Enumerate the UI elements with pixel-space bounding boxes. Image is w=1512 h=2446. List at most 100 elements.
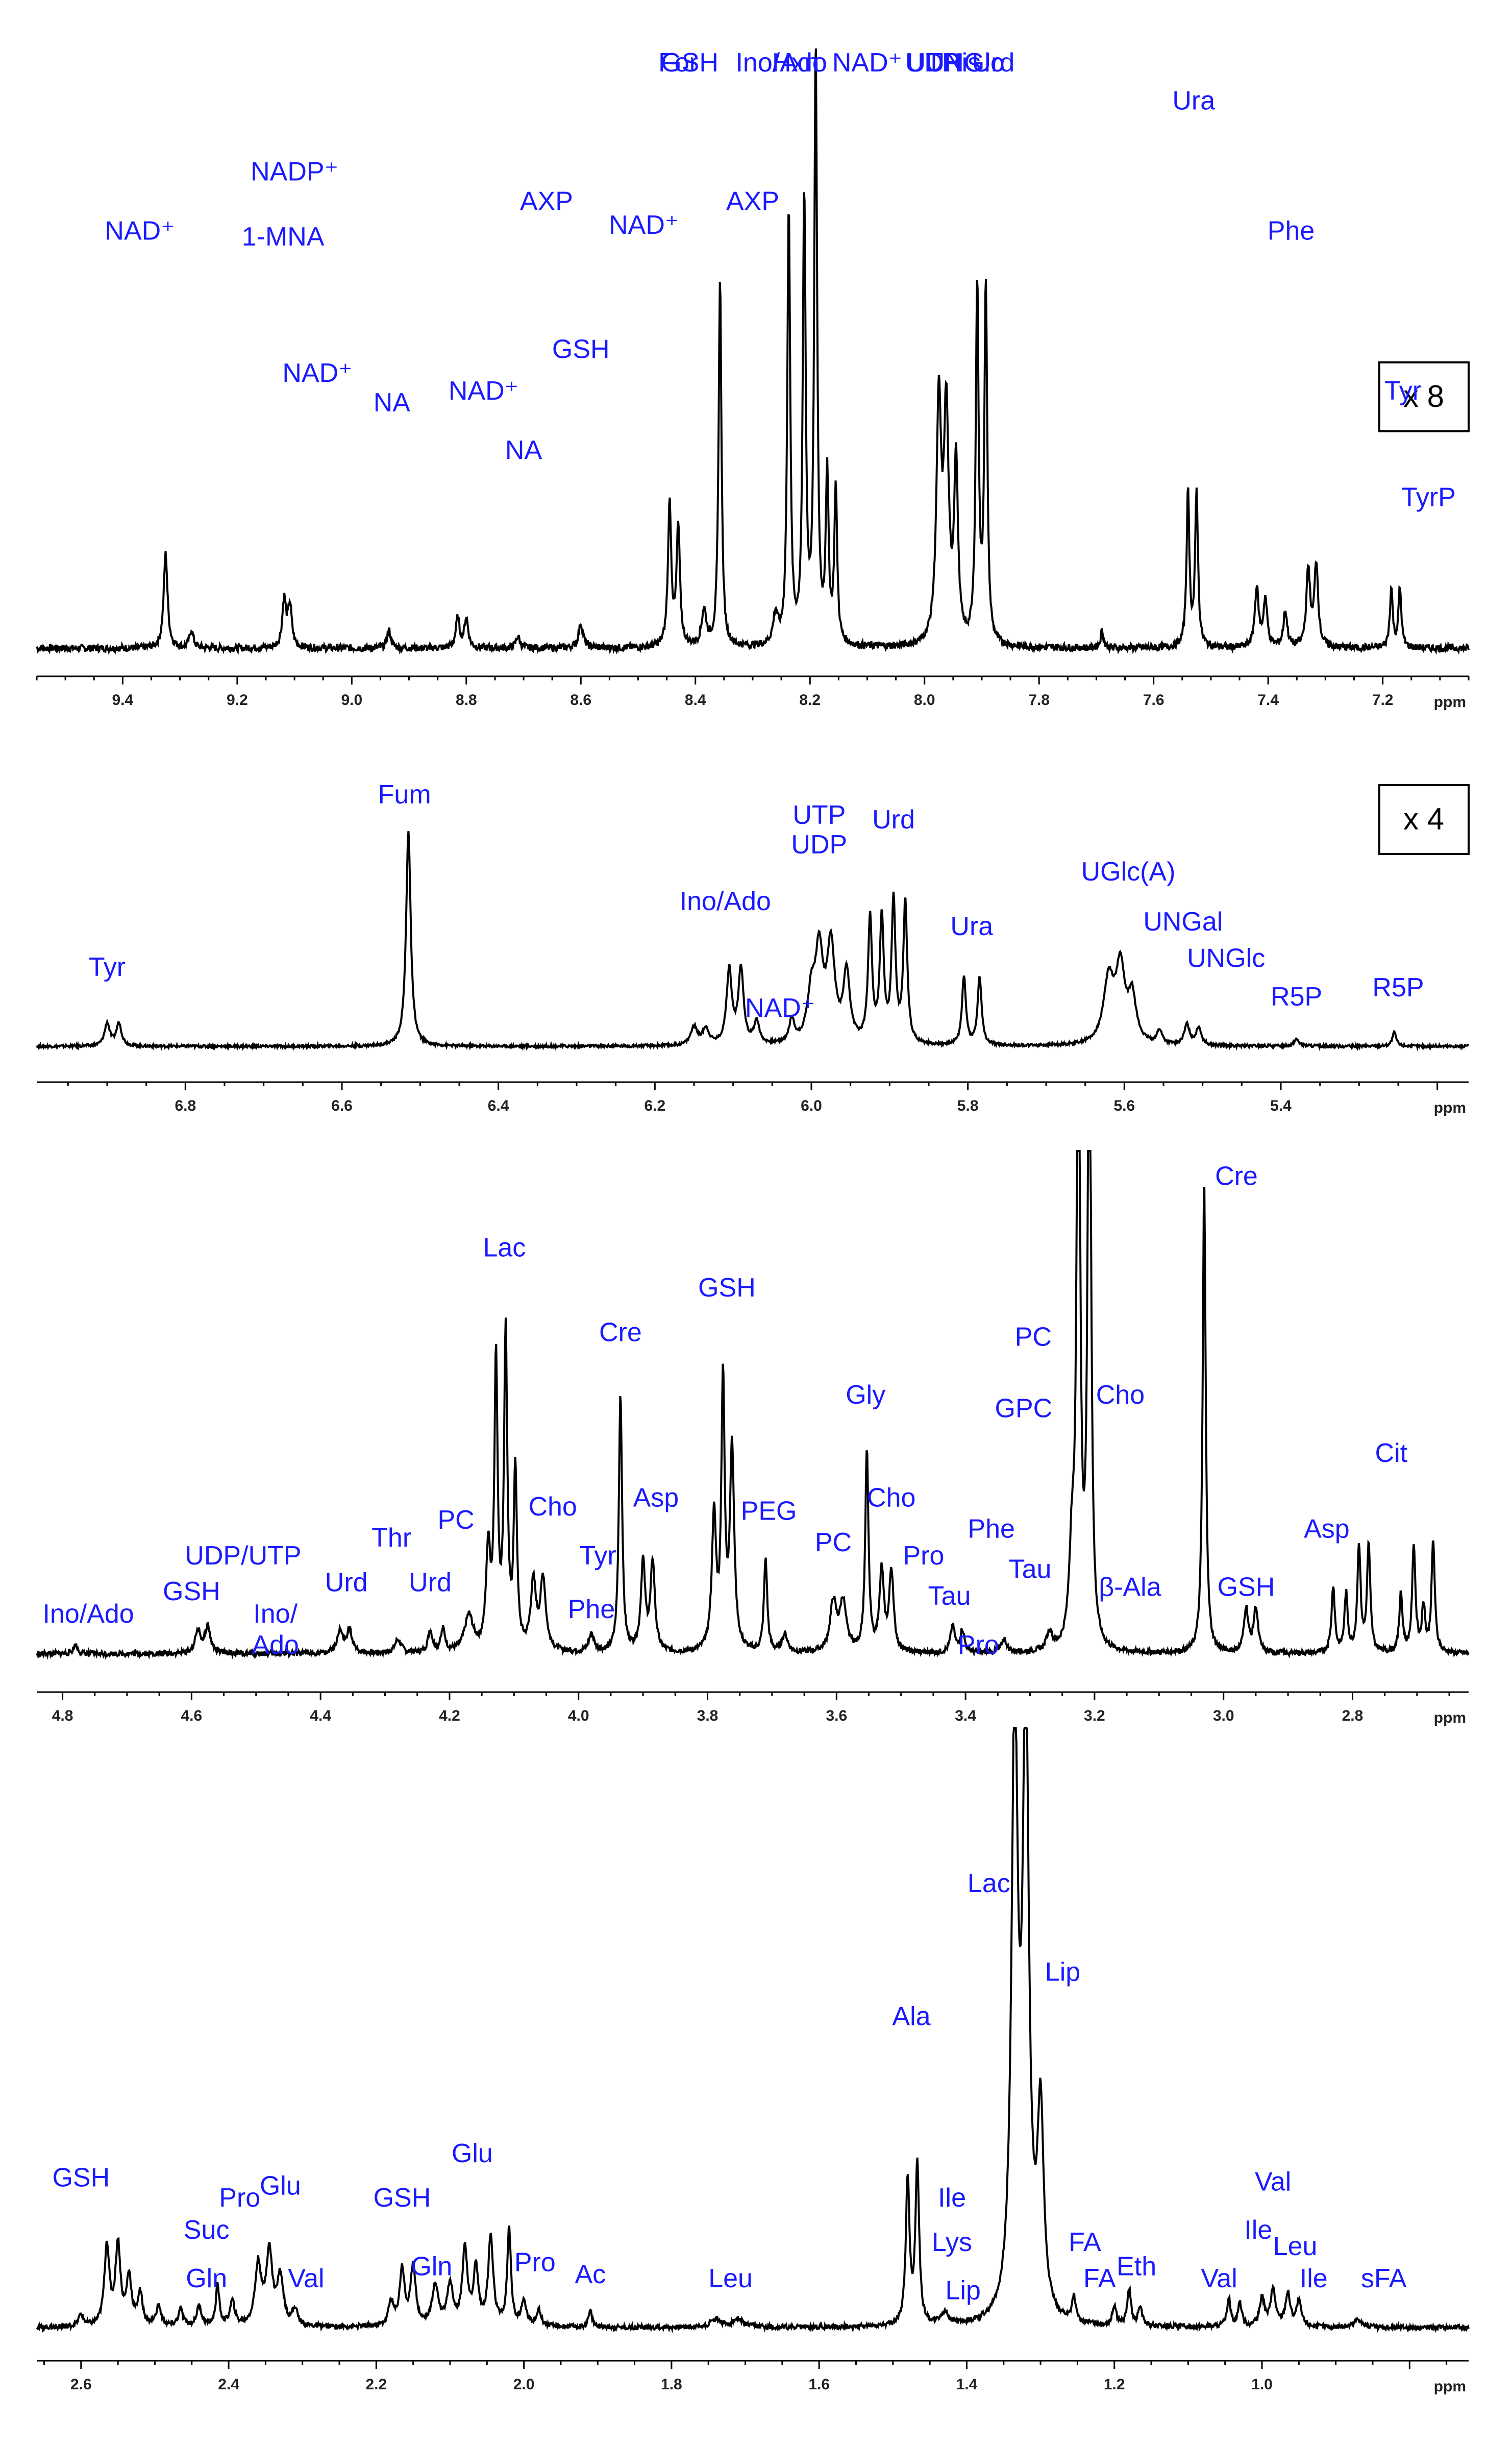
tick-label: 9.2 — [227, 692, 248, 708]
peak-annotation: Hxn — [772, 48, 819, 78]
tick-label: 3.0 — [1213, 1707, 1234, 1724]
peak-annotation: Pro — [958, 1630, 999, 1660]
tick-label: 7.2 — [1372, 692, 1394, 708]
tick-label: 1.4 — [956, 2376, 978, 2393]
peak-annotation: Ino/Ado — [735, 48, 827, 78]
peak-annotation: Fum — [378, 780, 431, 810]
tick-label: 9.4 — [112, 692, 134, 708]
peak-annotation: Phe — [1268, 216, 1315, 246]
scale-factor-box — [1378, 361, 1470, 432]
peak-annotation: GPC — [995, 1393, 1053, 1423]
tick-label: 1.2 — [1104, 2376, 1125, 2393]
peak-annotation: AXP — [726, 187, 779, 216]
spectrum-panel-midfield: 4.8 4.6 4.4 4.2 4.0 3.8 3.6 3.4 3.2 3.0 2.8 ppm Ino/… — [36, 1150, 1470, 1726]
tick-label: 8.0 — [914, 692, 935, 708]
spectrum-panel-aliphatic: 2.6 2.4 2.2 2.0 1.8 1.6 1.4 1.2 1.0 ppmGSHProGluS… — [36, 1727, 1470, 2395]
peak-annotation: Tau — [928, 1581, 971, 1611]
peak-annotation: Ura — [1172, 86, 1215, 115]
peak-annotation: Tau — [1009, 1554, 1052, 1584]
peak-annotation: NAD⁺ — [449, 376, 518, 406]
peak-annotation: Cre — [1215, 1161, 1258, 1191]
peak-annotation: R5P — [1271, 982, 1322, 1012]
peak-annotation: PC — [437, 1505, 474, 1535]
peak-annotation: NAD⁺ — [832, 48, 902, 78]
peak-annotation: NA — [374, 388, 411, 418]
tick-label: 5.4 — [1270, 1097, 1292, 1114]
tick-label: 1.6 — [808, 2376, 830, 2393]
peak-annotation: Gln — [411, 2252, 452, 2281]
peak-annotation: NAD⁺ — [609, 210, 679, 240]
tick-label: 8.6 — [570, 692, 591, 708]
peak-annotation: Ile — [1244, 2215, 1272, 2245]
peak-annotation: Ado — [252, 1630, 299, 1660]
peak-annotation: Tyr — [1384, 376, 1421, 406]
peak-annotation: GSH — [698, 1273, 756, 1303]
peak-annotation: Lac — [483, 1233, 526, 1262]
peak-annotation: Eth — [1117, 2252, 1156, 2281]
tick-label: 3.2 — [1084, 1707, 1105, 1724]
peak-annotation: NADP⁺ — [251, 157, 338, 187]
peak-annotation: β-Ala — [1099, 1572, 1161, 1602]
peak-annotation: Urd — [409, 1568, 452, 1598]
peak-annotation: NAD⁺ — [105, 216, 175, 246]
scale-factor-box — [1378, 784, 1470, 855]
peak-annotation: FA — [1069, 2228, 1101, 2257]
peak-annotation: Ino/Ado — [680, 887, 771, 916]
peak-annotation: Asp — [1304, 1514, 1350, 1544]
peak-annotation: Gly — [846, 1380, 885, 1410]
peak-annotation: Lip — [946, 2276, 981, 2306]
peak-annotation: Ala — [892, 2002, 930, 2032]
scale-factor-label: x 8 — [1403, 379, 1444, 413]
peak-annotation: GSH — [552, 335, 610, 364]
peak-annotation: Phe — [568, 1595, 615, 1624]
tick-label: 6.0 — [801, 1097, 822, 1114]
peak-annotation: UDP — [791, 830, 847, 860]
peak-annotation: Tyr — [580, 1541, 616, 1571]
tick-label: 8.2 — [799, 692, 821, 708]
peak-annotation: Cit — [1375, 1438, 1408, 1468]
peak-annotation: 1-MNA — [242, 222, 325, 252]
tick-label: 5.8 — [957, 1097, 979, 1114]
tick-label: 2.4 — [218, 2376, 239, 2393]
peak-annotation: Cre — [599, 1318, 642, 1348]
peak-annotation: PEG — [741, 1497, 797, 1526]
peak-annotation: Ino/ — [253, 1599, 298, 1629]
peak-annotation: Urd — [325, 1568, 368, 1598]
peak-annotation: UDP/UTP — [185, 1541, 301, 1571]
peak-annotation: AXP — [520, 187, 573, 216]
peak-annotation: PC — [1015, 1322, 1052, 1352]
peak-annotation: UNGlc — [1187, 943, 1265, 973]
tick-label: 2.0 — [513, 2376, 535, 2393]
tick-label: 7.6 — [1143, 692, 1164, 708]
x-axis-unit: ppm — [1434, 694, 1466, 711]
peak-annotation: Pro — [514, 2247, 556, 2277]
x-axis-unit: ppm — [1434, 1709, 1466, 1726]
peak-annotation: Lac — [968, 1869, 1010, 1898]
peak-annotation: sFA — [1361, 2264, 1407, 2293]
tick-label: 8.8 — [456, 692, 477, 708]
peak-annotation: Suc — [184, 2215, 230, 2245]
peak-annotation: Gln — [186, 2264, 227, 2293]
spectrum-trace — [36, 1150, 1470, 1660]
tick-label: 3.6 — [826, 1707, 847, 1724]
peak-annotation: Ino/Ado — [42, 1599, 134, 1629]
tick-label: 2.2 — [365, 2376, 387, 2393]
peak-annotation: NA — [505, 435, 542, 465]
peak-annotation: Cho — [1096, 1380, 1145, 1410]
tick-label: 3.8 — [697, 1707, 718, 1724]
peak-annotation: UDP — [905, 48, 961, 78]
tick-label: 1.0 — [1251, 2376, 1273, 2393]
peak-annotation: FA — [1083, 2264, 1116, 2293]
peak-annotation: UGlc(A) — [1081, 857, 1176, 887]
peak-annotation: Pro — [903, 1541, 944, 1571]
tick-label: 4.6 — [181, 1707, 202, 1724]
peak-annotation: GSH — [163, 1577, 220, 1606]
peak-annotation: Urd — [972, 48, 1015, 78]
peak-annotation: Tyr — [89, 952, 126, 982]
peak-annotation: For — [658, 48, 698, 78]
peak-annotation: GSH — [661, 48, 718, 78]
scale-factor-label: x 4 — [1403, 802, 1444, 836]
tick-label: 8.4 — [685, 692, 706, 708]
tick-label: 4.0 — [568, 1707, 589, 1724]
